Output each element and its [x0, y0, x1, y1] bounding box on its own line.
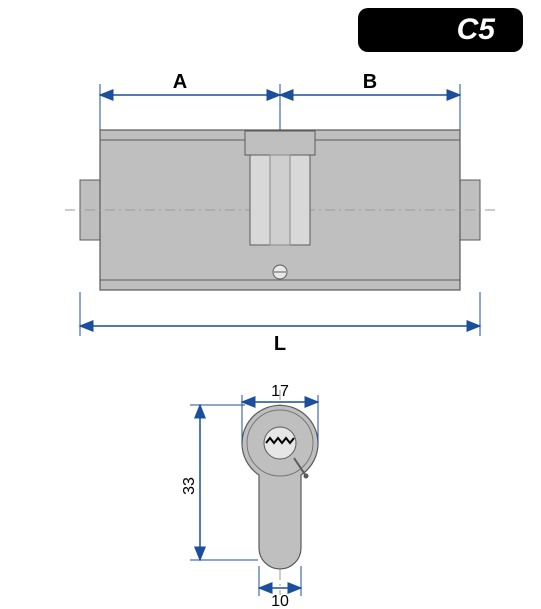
dim-label-a: A: [173, 71, 187, 93]
dim-height: 33: [181, 477, 198, 495]
dim-stem-width: 10: [271, 593, 289, 609]
side-view: A B: [65, 71, 495, 355]
dim-label-l: L: [274, 333, 286, 355]
dim-label-b: B: [363, 71, 377, 93]
technical-drawing: A B: [0, 0, 541, 609]
profile-view: 17 10 33: [181, 383, 318, 609]
dim-head-width: 17: [271, 383, 289, 400]
